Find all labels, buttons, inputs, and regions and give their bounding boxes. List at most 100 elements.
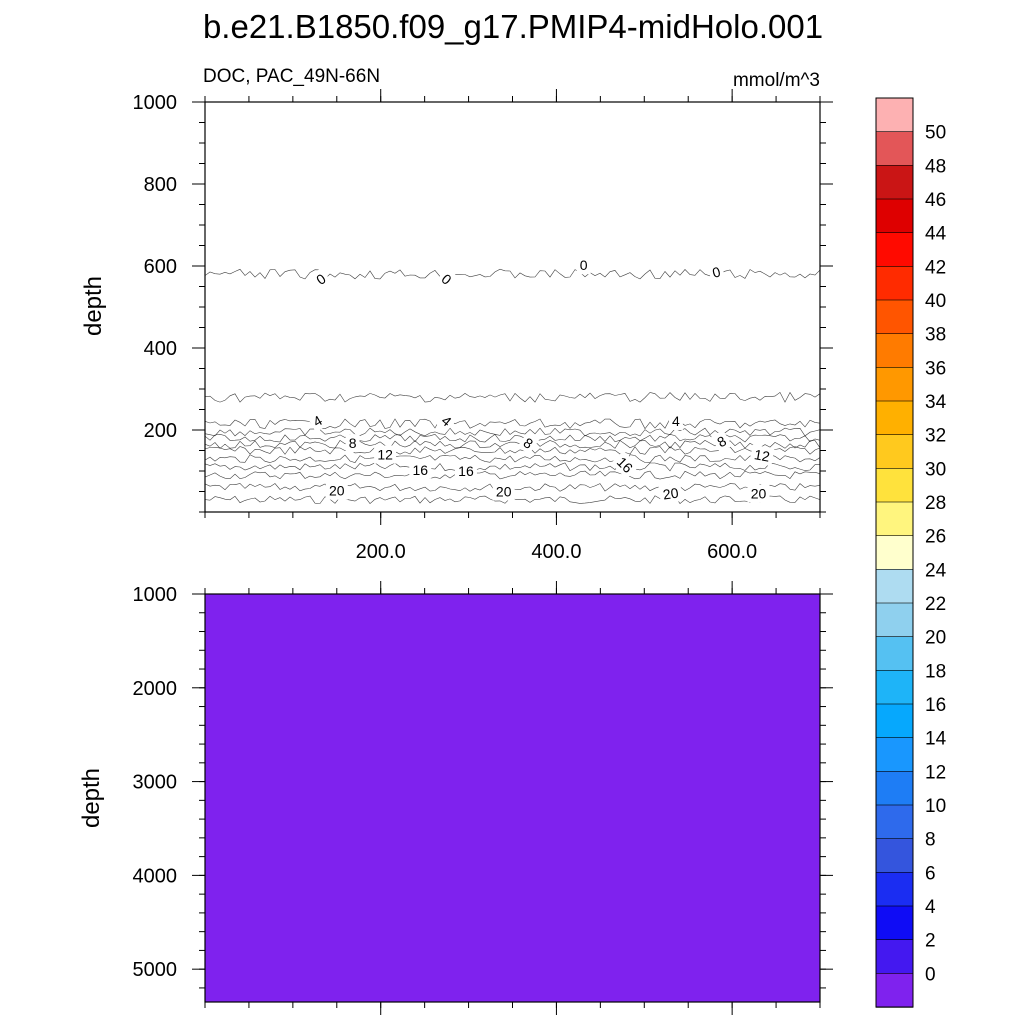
contour-line: [204, 391, 821, 403]
colorbar-label: 22: [925, 594, 946, 615]
contour-label-box: [711, 430, 733, 453]
colorbar: 5048464442403836343230282624222018161412…: [875, 97, 947, 1008]
contour-label-text: 20: [329, 483, 345, 499]
upper-y-axis-label: depth: [80, 276, 107, 336]
contour-label-box: [409, 460, 432, 479]
colorbar-swatch: [875, 165, 914, 200]
contour-line: [204, 454, 821, 463]
colorbar-swatch: [875, 569, 914, 604]
colorbar-swatch: [875, 434, 914, 470]
colorbar-label: 16: [925, 695, 946, 716]
colorbar-swatch: [875, 838, 914, 874]
contour-label-box: [345, 434, 360, 453]
contour-label-box: [454, 462, 477, 480]
contour-label-box: [325, 481, 348, 500]
y-tick-label: 4000: [133, 865, 178, 887]
y-tick-label: 5000: [133, 959, 178, 981]
x-tick-label: 200.0: [356, 541, 406, 563]
contour-label: 8: [711, 430, 733, 453]
colorbar-swatch: [875, 905, 914, 941]
contour-label: 8: [517, 431, 540, 455]
colorbar-swatch: [875, 973, 914, 1008]
lower-panel: 1000 2000 3000 4000 5000: [133, 581, 833, 1015]
colorbar-label: 20: [925, 628, 946, 649]
colorbar-swatch: [875, 131, 914, 167]
contour-label-box: [310, 267, 332, 291]
x-tick-label: 400.0: [531, 541, 581, 563]
contour-label: 0: [435, 267, 458, 291]
contour-label-text: 20: [496, 484, 512, 500]
contour-label-box: [658, 483, 683, 504]
y-tick-label: 200: [144, 420, 177, 442]
colorbar-swatch: [875, 804, 914, 840]
contour-label: 8: [345, 434, 360, 453]
colorbar-label: 44: [925, 224, 947, 245]
contour-label: 12: [749, 444, 775, 467]
y-tick-label: 400: [144, 338, 177, 360]
colorbar-label: 6: [925, 863, 936, 884]
colorbar-swatch: [875, 266, 914, 301]
colorbar-label: 46: [925, 190, 946, 211]
contour-line: [204, 418, 821, 430]
contour-label: 20: [747, 484, 770, 503]
colorbar-label: 26: [925, 527, 946, 548]
colorbar-swatch: [875, 636, 914, 672]
colorbar-swatch: [875, 872, 914, 907]
y-tick-label: 1000: [133, 92, 178, 114]
colorbar-swatch: [875, 939, 914, 975]
y-tick-label: 2000: [133, 678, 178, 700]
colorbar-swatch: [875, 97, 914, 133]
colorbar-label: 36: [925, 358, 946, 379]
colorbar-label: 0: [925, 964, 936, 985]
colorbar-label: 34: [925, 392, 947, 413]
contour-label: 20: [325, 481, 348, 500]
colorbar-label: 18: [925, 661, 946, 682]
contour-label: 16: [409, 460, 432, 479]
contour-label: 0: [707, 261, 726, 283]
colorbar-swatch: [875, 703, 914, 739]
colorbar-label: 14: [925, 729, 947, 750]
colorbar-swatch: [875, 737, 914, 773]
contour-label-box: [576, 256, 591, 275]
colorbar-label: 12: [925, 762, 946, 783]
contour-label: 20: [492, 482, 515, 501]
colorbar-frame: [875, 97, 914, 1008]
y-tick-label: 3000: [133, 772, 178, 794]
contour-label: 0: [576, 256, 591, 275]
colorbar-swatch: [875, 198, 914, 234]
contour-label-box: [492, 482, 515, 501]
contour-label-box: [610, 450, 640, 479]
contour-label-text: 16: [412, 462, 428, 478]
contour-label-text: 16: [458, 463, 474, 479]
contour-label-text: 20: [662, 485, 680, 503]
colorbar-label: 38: [925, 325, 946, 346]
colorbar-label: 30: [925, 459, 946, 480]
contour-label: 16: [454, 462, 477, 480]
y-tick-label: 600: [144, 256, 177, 278]
contour-label: 12: [374, 445, 397, 464]
contour-line: [204, 446, 821, 455]
contour-label-box: [747, 484, 770, 503]
colorbar-swatch: [875, 468, 914, 503]
colorbar-swatch: [875, 535, 914, 571]
contour-label-text: 4: [672, 413, 680, 429]
contour-label: 4: [668, 411, 683, 430]
colorbar-label: 50: [925, 123, 946, 144]
contour-label-text: 20: [751, 486, 767, 502]
contour-label-box: [435, 267, 458, 291]
colorbar-label: 2: [925, 931, 936, 952]
contour-label-box: [306, 409, 329, 433]
contour-label: 16: [610, 450, 640, 479]
contour-label-box: [749, 444, 775, 467]
colorbar-swatch: [875, 501, 914, 537]
colorbar-label: 28: [925, 493, 946, 514]
y-tick-label: 1000: [133, 584, 178, 606]
contour-band: [205, 594, 820, 1002]
contour-label: 20: [658, 483, 683, 504]
contour-line: [204, 268, 821, 280]
contour-label-box: [707, 261, 726, 283]
contour-label-box: [668, 411, 683, 430]
